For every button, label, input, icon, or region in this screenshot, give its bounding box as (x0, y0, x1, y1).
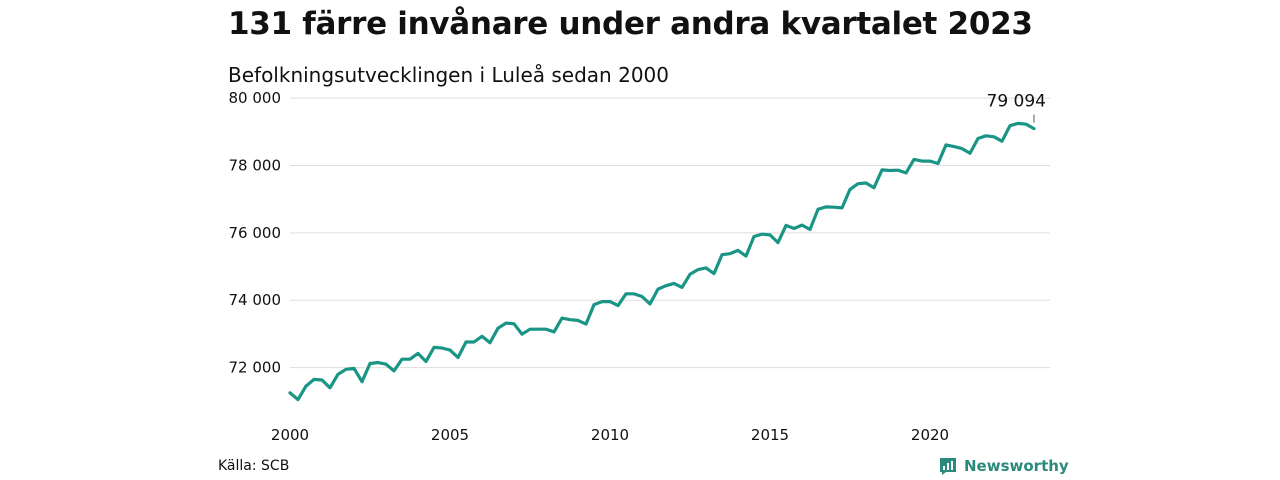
gridlines (290, 97, 1050, 369)
x-tick-label: 2010 (591, 426, 629, 444)
x-tick-label: 2000 (271, 426, 309, 444)
y-tick-label: 74 000 (229, 291, 282, 309)
y-axis-tick-labels: 72 000 74 000 76 000 78 000 80 000 (229, 89, 282, 376)
brand-name: Newsworthy (964, 457, 1069, 475)
x-axis-tick-labels: 2000 2005 2010 2015 2020 (271, 426, 949, 444)
x-tick-label: 2015 (751, 426, 789, 444)
y-tick-label: 80 000 (229, 89, 282, 107)
x-tick-label: 2020 (911, 426, 949, 444)
y-tick-label: 78 000 (229, 156, 282, 174)
brand-logo: Newsworthy (938, 456, 1069, 476)
chart-subtitle: Befolkningsutvecklingen i Luleå sedan 20… (228, 63, 669, 87)
population-line (288, 121, 1036, 402)
annotations: 79 094 (987, 92, 1046, 123)
y-tick-label: 76 000 (229, 224, 282, 242)
end-value-label: 79 094 (987, 92, 1046, 112)
series (288, 121, 1036, 402)
x-tick-label: 2005 (431, 426, 469, 444)
y-tick-label: 72 000 (229, 359, 282, 377)
source-note: Källa: SCB (218, 458, 290, 474)
chart-title: 131 färre invånare under andra kvartalet… (228, 6, 1033, 42)
newsworthy-logo-icon (940, 458, 956, 475)
